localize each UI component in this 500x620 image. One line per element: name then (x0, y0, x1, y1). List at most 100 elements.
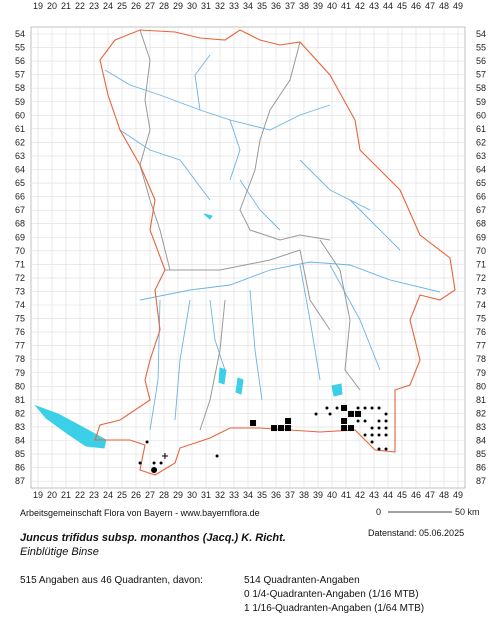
y-tick-label: 78 (15, 354, 25, 364)
x-tick-label: 32 (215, 490, 225, 500)
quarter-dot (328, 412, 332, 416)
y-tick-label: 63 (15, 151, 25, 161)
grid (31, 27, 465, 488)
y-tick-label: 71 (476, 259, 486, 269)
quarter-dot (152, 461, 156, 465)
x-tick-label: 25 (117, 1, 127, 11)
y-tick-label: 82 (476, 408, 486, 418)
quarter-dot (159, 461, 163, 465)
quarter-dot (325, 406, 329, 410)
y-tick-label: 58 (15, 83, 25, 93)
y-tick-label: 65 (476, 178, 486, 188)
y-tick-label: 75 (476, 314, 486, 324)
quarter-dot (377, 447, 381, 451)
quarter-dot (363, 433, 367, 437)
y-tick-label: 67 (476, 205, 486, 215)
x-tick-label: 45 (397, 490, 407, 500)
x-tick-label: 39 (313, 1, 323, 11)
y-tick-label: 72 (476, 273, 486, 283)
border (94, 29, 456, 476)
y-tick-label: 85 (476, 449, 486, 459)
y-tick-label: 79 (476, 368, 486, 378)
x-tick-label: 22 (75, 490, 85, 500)
x-tick-label: 24 (103, 490, 113, 500)
x-tick-label: 47 (425, 1, 435, 11)
x-tick-label: 33 (229, 1, 239, 11)
x-tick-label: 19 (33, 490, 43, 500)
y-tick-label: 87 (15, 476, 25, 486)
quarter-dot (377, 406, 381, 410)
x-tick-label: 39 (313, 490, 323, 500)
plus (161, 452, 168, 459)
quadrant-square (341, 425, 348, 432)
y-tick-label: 64 (15, 165, 25, 175)
y-tick-label: 84 (15, 436, 25, 446)
y-tick-label: 70 (15, 246, 25, 256)
y-tick-label: 74 (15, 300, 25, 310)
x-tick-label: 45 (397, 1, 407, 11)
quarter-dot (370, 440, 374, 444)
quadrant-square (341, 404, 348, 411)
x-tick-label: 22 (75, 1, 85, 11)
x-tick-label: 32 (215, 1, 225, 11)
y-tick-label: 71 (15, 259, 25, 269)
quadrant-square (341, 417, 348, 424)
y-tick-label: 86 (15, 463, 25, 473)
x-tick-label: 35 (257, 1, 267, 11)
y-tick-label: 83 (476, 422, 486, 432)
y-tick-label: 87 (476, 476, 486, 486)
quadrant-square (348, 425, 355, 432)
y-tick-label: 55 (476, 43, 486, 53)
x-tick-label: 30 (187, 1, 197, 11)
x-tick-label: 19 (33, 1, 43, 11)
x-tick-label: 38 (299, 490, 309, 500)
title: Juncus trifidus subsp. monanthos (Jacq.)… (20, 532, 286, 544)
quadrant-square (285, 425, 292, 432)
big-dot (151, 467, 158, 474)
quarter-dot (138, 461, 142, 465)
x-tick-label: 31 (201, 1, 211, 11)
x-tick-label: 41 (341, 1, 351, 11)
y-tick-label: 60 (476, 110, 486, 120)
quarter-dot (356, 419, 360, 423)
x-tick-label: 23 (89, 1, 99, 11)
y-tick-label: 72 (15, 273, 25, 283)
quarter-dot (370, 433, 374, 437)
occurrences (138, 404, 388, 474)
y-tick-label: 61 (15, 124, 25, 134)
x-tick-label: 44 (383, 490, 393, 500)
y-tick-label: 82 (15, 408, 25, 418)
y-tick-label: 73 (476, 286, 486, 296)
count: 1 1/16-Quadranten-Angaben (1/64 MTB) (244, 603, 425, 614)
quarter-dot (384, 412, 388, 416)
x-tick-label: 40 (327, 1, 337, 11)
y-tick-label: 66 (15, 192, 25, 202)
x-tick-label: 37 (285, 490, 295, 500)
y-tick-label: 84 (476, 436, 486, 446)
y-tick-label: 79 (15, 368, 25, 378)
y-tick-label: 56 (15, 56, 25, 66)
quarter-dot (363, 419, 367, 423)
x-tick-label: 29 (173, 490, 183, 500)
x-tick-label: 35 (257, 490, 267, 500)
y-tick-label: 80 (476, 381, 486, 391)
x-tick-label: 37 (285, 1, 295, 11)
y-tick-label: 68 (15, 219, 25, 229)
x-tick-label: 28 (159, 490, 169, 500)
quarter-dot (384, 419, 388, 423)
y-tick-label: 81 (15, 395, 25, 405)
rivers (104, 54, 441, 431)
y-tick-label: 78 (476, 354, 486, 364)
x-tick-label: 27 (145, 1, 155, 11)
x-tick-label: 40 (327, 490, 337, 500)
y-tick-label: 66 (476, 192, 486, 202)
y-tick-label: 70 (476, 246, 486, 256)
x-tick-label: 48 (439, 1, 449, 11)
x-tick-label: 33 (229, 490, 239, 500)
y-tick-label: 77 (15, 341, 25, 351)
x-tick-label: 30 (187, 490, 197, 500)
y-tick-label: 55 (15, 43, 25, 53)
y-tick-label: 63 (476, 151, 486, 161)
x-tick-label: 34 (243, 1, 253, 11)
